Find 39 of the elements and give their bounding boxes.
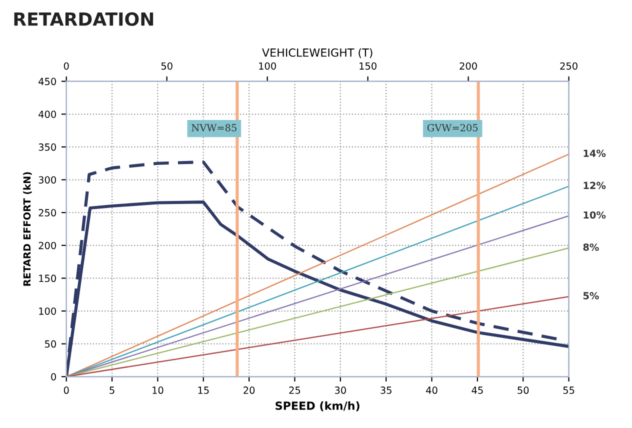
y-tick-label: 200	[38, 242, 56, 250]
y-tick-label: 0	[51, 373, 56, 380]
x2-tick-label: 50	[161, 62, 172, 70]
x-tick-label: 10	[152, 386, 164, 394]
x-tick-label: 45	[472, 386, 483, 394]
ref-line-label: NVW=85	[192, 124, 236, 132]
series-label: 5%	[583, 292, 599, 300]
series-label: 10%	[584, 211, 606, 219]
y-tick-label: 250	[38, 209, 56, 216]
x2-tick-label: 250	[560, 62, 578, 70]
x-tick-label: 55	[563, 386, 574, 394]
x-tick-label: 40	[426, 386, 438, 394]
ref-line-label: GVW=205	[427, 124, 478, 132]
y-tick-label: 450	[38, 78, 56, 86]
y-axis-title: RETARD EFFORT (kN)	[23, 172, 32, 286]
x2-axis-title: VEHICLEWEIGHT (T)	[262, 48, 372, 58]
x-tick-label: 25	[289, 386, 300, 394]
series-label: 8%	[583, 243, 599, 251]
x2-tick-label: 0	[64, 62, 69, 70]
x-tick-label: 50	[518, 386, 529, 394]
series-label: 14%	[584, 150, 606, 157]
x-tick-label: 0	[64, 386, 69, 394]
chart-title: RETARDATION	[14, 12, 154, 26]
x-tick-label: 5	[110, 386, 114, 394]
x-axis-title: SPEED (km/h)	[276, 401, 360, 412]
y-tick-label: 300	[38, 176, 56, 184]
y-tick-label: 350	[38, 143, 56, 151]
series-label: 12%	[584, 182, 606, 190]
x2-tick-label: 100	[259, 62, 276, 70]
x-tick-label: 20	[244, 386, 255, 394]
y-tick-label: 400	[38, 110, 56, 118]
x-tick-label: 30	[334, 386, 346, 394]
x-tick-label: 15	[198, 386, 209, 394]
x2-tick-label: 200	[460, 62, 477, 70]
x2-tick-label: 150	[360, 62, 376, 70]
y-tick-label: 100	[39, 307, 56, 315]
x-tick-label: 35	[380, 386, 392, 394]
y-tick-label: 50	[45, 340, 56, 348]
y-tick-label: 150	[39, 274, 56, 282]
